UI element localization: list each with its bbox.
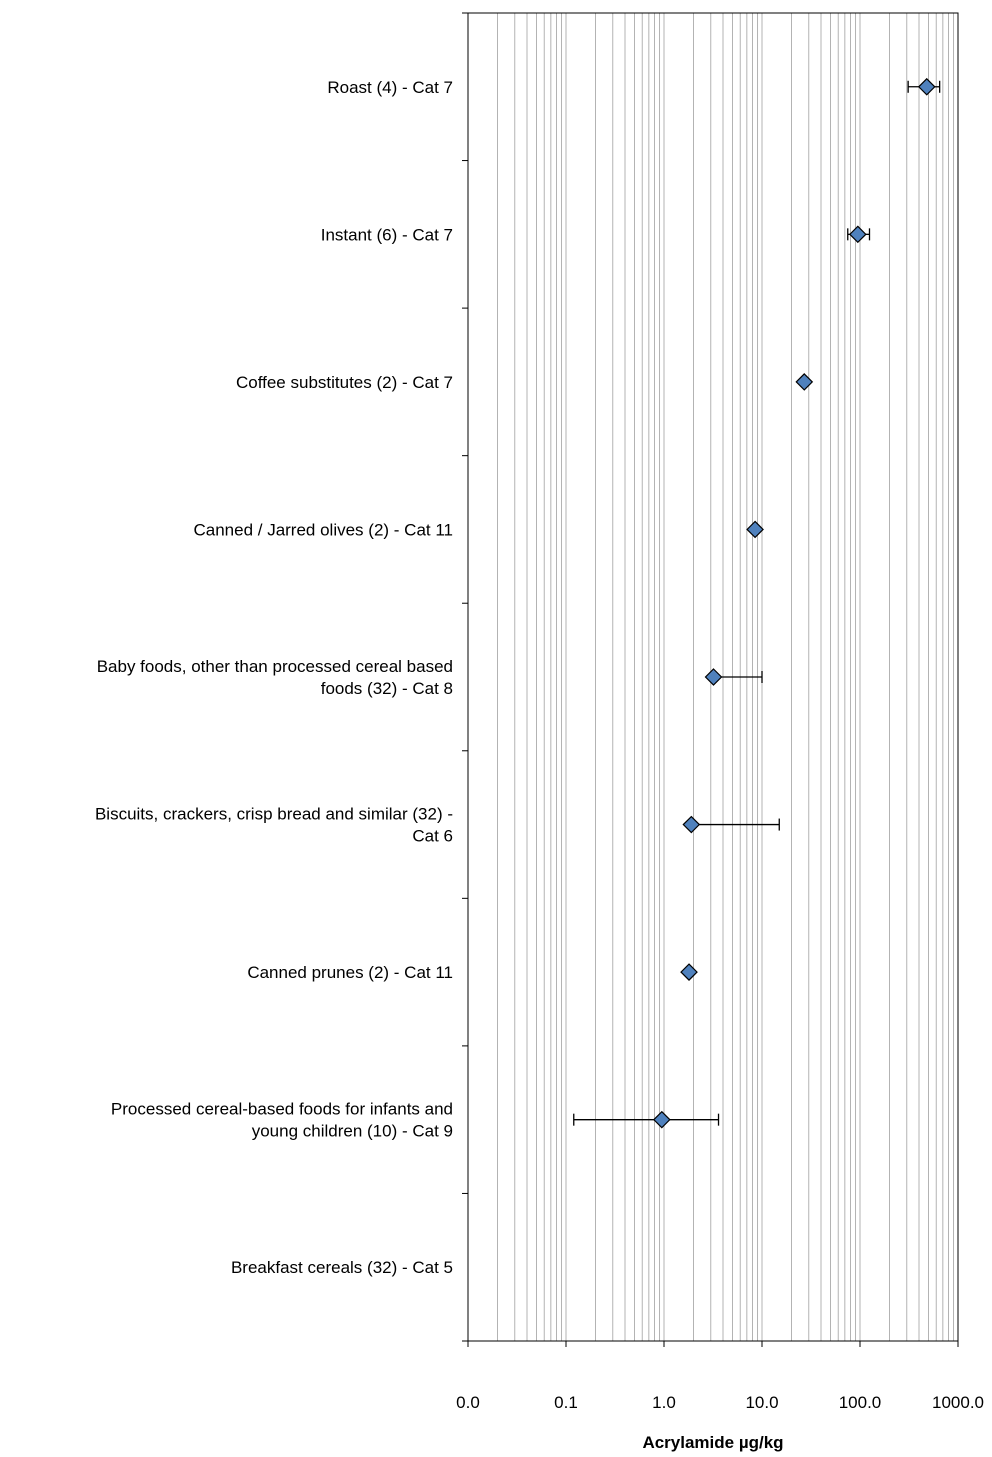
category-label: Biscuits, crackers, crisp bread and simi… [95, 805, 453, 824]
category-label: Canned / Jarred olives (2) - Cat 11 [193, 520, 453, 539]
x-axis-title: Acrylamide µg/kg [642, 1433, 783, 1452]
x-tick-label: 10.0 [745, 1393, 778, 1412]
category-label: Breakfast cereals (32) - Cat 5 [231, 1258, 453, 1277]
category-label: Roast (4) - Cat 7 [327, 78, 453, 97]
data-point-marker [680, 963, 698, 981]
category-labels: Roast (4) - Cat 7 Instant (6) - Cat 7 Coff… [95, 78, 453, 1277]
x-tick-label: 0.1 [554, 1393, 578, 1412]
category-label: foods (32) - Cat 8 [321, 679, 453, 698]
data-point-marker [848, 225, 867, 244]
data-point-marker [704, 668, 723, 686]
category-label: Instant (6) - Cat 7 [321, 225, 453, 244]
category-label: Cat 6 [412, 827, 453, 846]
axes [462, 12, 959, 1347]
data-point-marker [652, 1110, 671, 1129]
tick-labels: 0.0 0.1 1.0 10.0 100.0 1000.0 [456, 1393, 984, 1412]
x-tick-label: 1.0 [652, 1393, 676, 1412]
category-label: Coffee substitutes (2) - Cat 7 [236, 373, 453, 392]
data-marks [573, 77, 941, 1129]
x-tick-label: 1000.0 [932, 1393, 984, 1412]
category-label: Processed cereal-based foods for infants… [111, 1100, 453, 1119]
data-point-marker [795, 373, 814, 391]
data-point-marker [917, 77, 936, 96]
x-tick-label: 100.0 [839, 1393, 882, 1412]
category-label: Baby foods, other than processed cereal … [97, 657, 453, 676]
plot-area-border [467, 12, 959, 1342]
data-point-marker [682, 815, 701, 834]
x-tick-label: 0.0 [456, 1393, 480, 1412]
data-point-marker [746, 520, 764, 539]
category-label: young children (10) - Cat 9 [252, 1122, 453, 1141]
category-label: Canned prunes (2) - Cat 11 [247, 963, 453, 982]
